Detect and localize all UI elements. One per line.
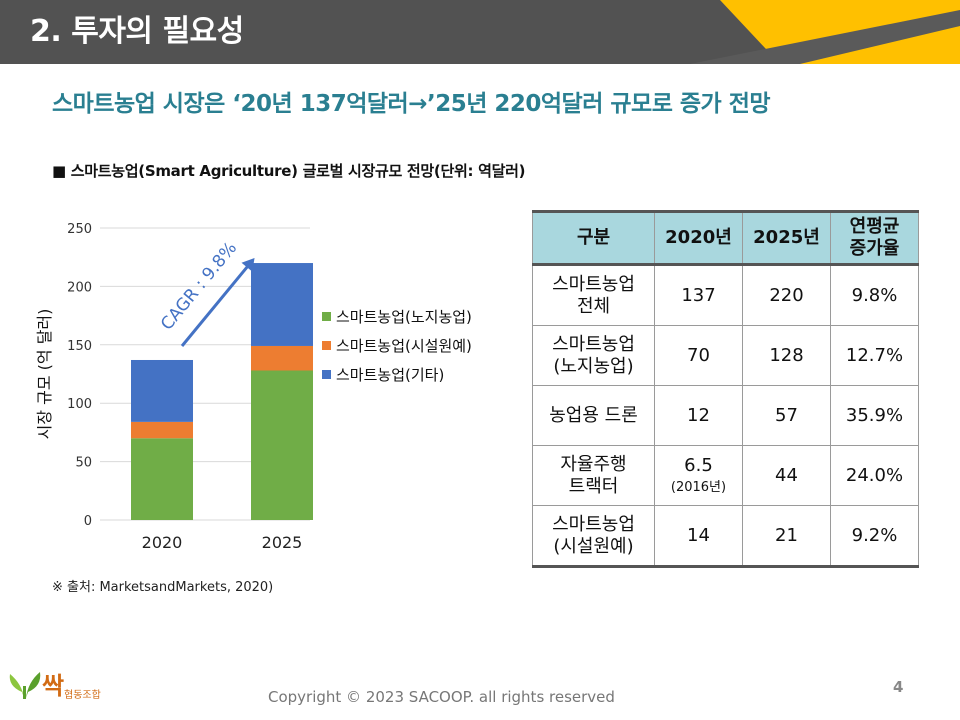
copyright-text: Copyright © 2023 SACOOP. all rights rese… xyxy=(268,688,615,706)
table-row: 자율주행 트랙터 6.5 (2016년) 44 24.0% xyxy=(532,445,919,506)
legend-label: 스마트농업(기타) xyxy=(336,366,444,384)
table-cell: 24.0% xyxy=(830,445,919,506)
table-row: 농업용 드론 12 57 35.9% xyxy=(532,385,919,446)
table-cell: 21 xyxy=(742,505,831,568)
header-background xyxy=(0,0,960,64)
y-tick-label: 200 xyxy=(67,280,92,295)
bar-segment xyxy=(251,345,313,371)
bar-segment xyxy=(131,359,193,422)
headline: 스마트농업 시장은 ‘20년 137억달러→’25년 220억달러 규모로 증가… xyxy=(52,91,771,117)
table-cell: 14 xyxy=(654,505,743,568)
legend-swatch xyxy=(322,312,331,321)
legend-swatch xyxy=(322,370,331,379)
table-header-cell: 2025년 xyxy=(742,210,831,266)
table-header-cell: 구분 xyxy=(532,210,655,266)
table-cell: 6.5 (2016년) xyxy=(654,445,743,506)
table-row-label: 스마트농업 (노지농업) xyxy=(532,325,655,386)
bar-segment xyxy=(131,421,193,439)
y-tick-label: 0 xyxy=(84,514,92,529)
cagr-arrow-line xyxy=(180,260,254,347)
table-cell: 137 xyxy=(654,264,743,326)
bar-segment xyxy=(251,370,313,520)
table-cell: 57 xyxy=(742,385,831,446)
x-tick-label: 2025 xyxy=(262,533,303,552)
table-row: 스마트농업 전체 137 220 9.8% xyxy=(532,264,919,326)
x-tick-label: 2020 xyxy=(142,533,183,552)
table-row: 스마트농업 (시설원예) 14 21 9.2% xyxy=(532,505,919,568)
bar-segment xyxy=(131,438,193,520)
cagr-arrow-head xyxy=(241,257,255,272)
table-cell: 44 xyxy=(742,445,831,506)
logo-wordmark: 싹 xyxy=(42,672,65,700)
y-tick-label: 50 xyxy=(75,456,92,471)
bar-segment xyxy=(251,263,313,346)
header-dark-wedge xyxy=(690,10,960,64)
table-row-label: 농업용 드론 xyxy=(532,385,655,446)
chart-subheading: ■ 스마트농업(Smart Agriculture) 글로벌 시장규모 전망(단… xyxy=(52,162,526,180)
legend-label: 스마트농업(시설원예) xyxy=(336,337,472,355)
logo-subtext: 협동조합 xyxy=(64,690,101,701)
table-cell: 35.9% xyxy=(830,385,919,446)
y-tick-label: 100 xyxy=(67,397,92,412)
table-row-label: 스마트농업 전체 xyxy=(532,264,655,326)
table-cell: 220 xyxy=(742,264,831,326)
y-axis-label: 시장 규모 (억 달러) xyxy=(35,309,54,440)
table-cell: 70 xyxy=(654,325,743,386)
table-row: 스마트농업 (노지농업) 70 128 12.7% xyxy=(532,325,919,386)
table-header-row: 구분 2020년 2025년 연평균 증가율 xyxy=(532,210,919,266)
table-cell: 12.7% xyxy=(830,325,919,386)
table-cell: 128 xyxy=(742,325,831,386)
y-tick-label: 250 xyxy=(67,222,92,237)
table-cell: 9.2% xyxy=(830,505,919,568)
table-row-label: 스마트농업 (시설원예) xyxy=(532,505,655,568)
table-cell: 12 xyxy=(654,385,743,446)
table-cell-note: (2016년) xyxy=(670,480,727,495)
sprout-icon xyxy=(9,672,41,699)
page-number: 4 xyxy=(893,678,904,696)
table-header-cell: 연평균 증가율 xyxy=(830,210,919,266)
source-note: ※ 출처: MarketsandMarkets, 2020) xyxy=(52,580,274,595)
legend-swatch xyxy=(322,341,331,350)
slide-title: 2. 투자의 필요성 xyxy=(30,14,244,49)
market-table: 구분 2020년 2025년 연평균 증가율 스마트농업 전체 137 220 9.8% 스마트농… xyxy=(532,210,919,568)
table-cell: 9.8% xyxy=(830,264,919,326)
header-band: 2. 투자의 필요성 xyxy=(0,0,960,64)
sacoop-logo: 싹 협동조합 xyxy=(6,664,116,704)
legend-label: 스마트농업(노지농업) xyxy=(336,308,472,326)
header-dark-band xyxy=(0,0,960,64)
table-header-cell: 2020년 xyxy=(654,210,743,266)
y-tick-label: 150 xyxy=(67,339,92,354)
table-row-label: 자율주행 트랙터 xyxy=(532,445,655,506)
